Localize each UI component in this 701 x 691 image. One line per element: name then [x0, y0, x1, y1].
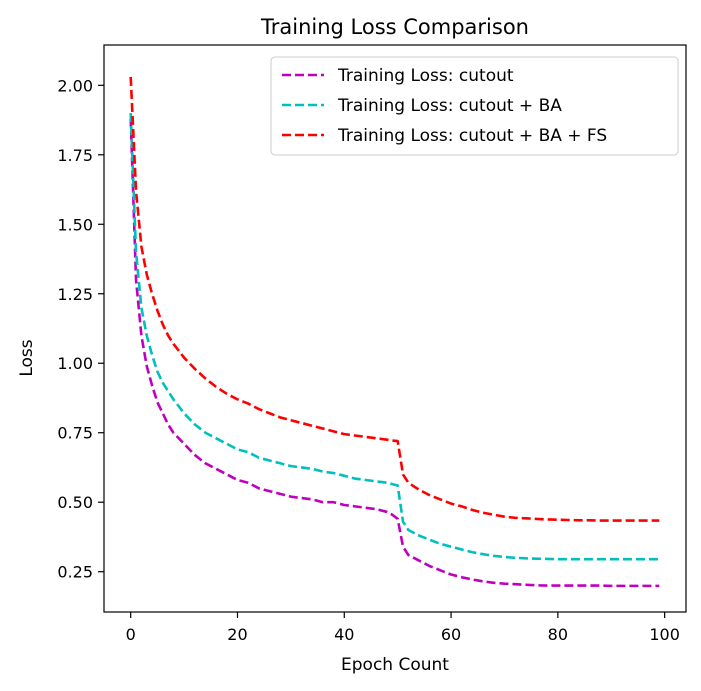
x-tick-label: 0: [126, 625, 136, 644]
x-tick-label: 80: [548, 625, 568, 644]
legend-label-3: Training Loss: cutout + BA + FS: [337, 126, 607, 146]
y-tick-label: 1.50: [57, 215, 93, 234]
y-tick-label: 0.50: [57, 493, 93, 512]
y-tick-label: 0.75: [57, 424, 93, 443]
y-tick-label: 0.25: [57, 563, 93, 582]
y-tick-label: 1.75: [57, 146, 93, 165]
chart-title: Training Loss Comparison: [260, 15, 529, 39]
x-tick-label: 100: [649, 625, 680, 644]
legend: Training Loss: cutout Training Loss: cuto…: [270, 56, 679, 156]
series-line-1: [129, 118, 660, 588]
plot-area: [103, 44, 687, 613]
series-line-2: [129, 113, 660, 561]
x-axis: 0 20 40 60 80 100: [126, 612, 680, 644]
legend-label-1: Training Loss: cutout: [337, 66, 514, 86]
x-tick-label: 40: [334, 625, 354, 644]
x-tick-label: 20: [227, 625, 247, 644]
y-tick-label: 1.00: [57, 354, 93, 373]
y-tick-label: 1.25: [57, 285, 93, 304]
series-line-3: [129, 76, 660, 522]
y-axis-label: Loss: [17, 339, 37, 376]
x-axis-label: Epoch Count: [341, 655, 449, 675]
x-tick-label: 60: [441, 625, 461, 644]
plot-frame: [103, 44, 687, 613]
y-tick-label: 2.00: [57, 76, 93, 95]
legend-box: [270, 56, 679, 156]
legend-label-2: Training Loss: cutout + BA: [337, 96, 562, 116]
y-axis: 0.25 0.50 0.75 1.00 1.25 1.50 1.75 2.00: [57, 76, 104, 582]
